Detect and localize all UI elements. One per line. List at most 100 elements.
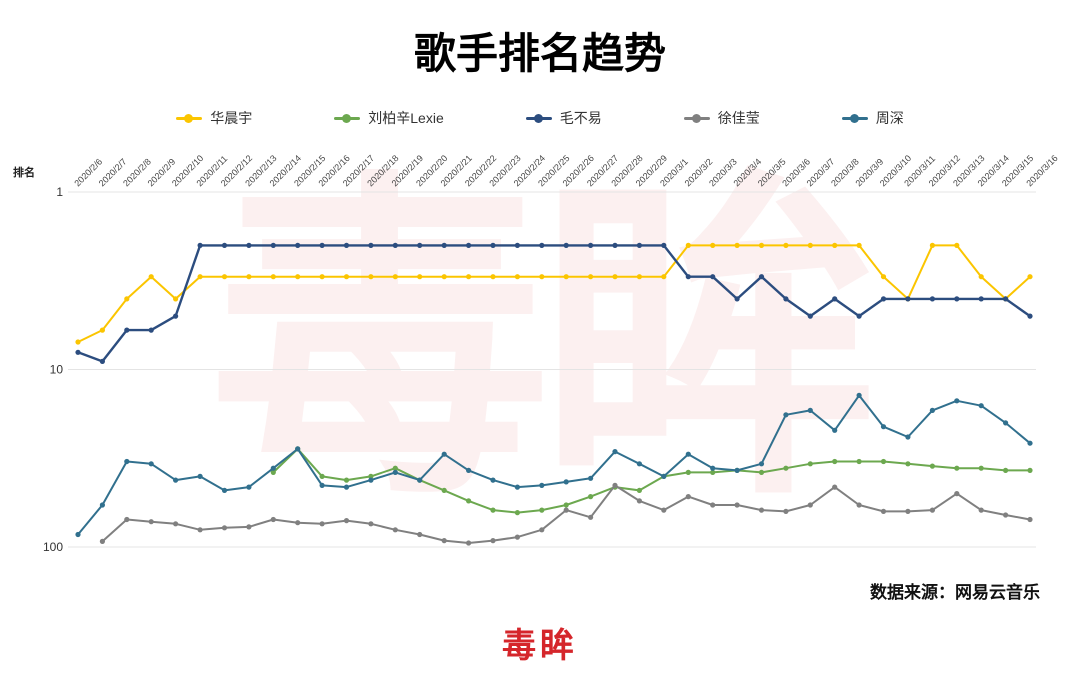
legend-item-1[interactable]: 华晨宇 [176, 108, 252, 128]
data-point [124, 327, 130, 333]
series-周深 [75, 392, 1033, 538]
data-point [758, 242, 765, 248]
legend-item-4[interactable]: 徐佳莹 [683, 108, 760, 128]
data-source-note: 数据来源：网易云音乐 [870, 583, 1040, 602]
legend-item-2[interactable]: 刘柏辛Lexie [334, 108, 444, 128]
y-tick-label: 100 [43, 540, 63, 554]
data-point [685, 494, 691, 500]
legend-item-3[interactable]: 毛不易 [525, 108, 602, 128]
data-point [929, 242, 936, 248]
data-point [832, 427, 838, 433]
data-point [75, 339, 81, 345]
data-point [173, 521, 179, 527]
data-point [734, 296, 740, 302]
data-point [880, 508, 887, 514]
data-point [807, 407, 813, 413]
data-point [75, 349, 81, 355]
data-point [221, 487, 228, 493]
data-point [441, 274, 447, 280]
data-point [685, 469, 691, 475]
data-point [392, 527, 398, 533]
data-point [710, 274, 716, 280]
data-point [612, 482, 618, 488]
data-point [539, 482, 545, 488]
data-point [832, 484, 838, 490]
data-point [929, 407, 936, 413]
data-point [392, 242, 398, 248]
data-point [270, 469, 276, 475]
series-华晨宇 [75, 242, 1033, 345]
data-point [441, 487, 447, 493]
data-point [173, 313, 179, 319]
data-point [75, 531, 81, 538]
page-title: 歌手排名趋势 [413, 30, 666, 77]
data-point [1027, 467, 1033, 473]
data-point [417, 274, 423, 280]
data-point [246, 242, 252, 248]
data-point [173, 296, 179, 302]
data-point [636, 461, 643, 467]
data-point [758, 461, 765, 467]
data-point [783, 465, 789, 471]
data-point [270, 274, 276, 280]
data-point [710, 469, 716, 475]
data-point [514, 534, 521, 540]
data-point [661, 473, 667, 479]
data-point [807, 461, 813, 467]
data-point [734, 242, 740, 248]
data-point [466, 498, 472, 504]
data-point [343, 274, 350, 280]
data-point [490, 507, 496, 513]
data-point [734, 467, 740, 473]
data-point [783, 412, 789, 418]
data-point [343, 518, 350, 524]
data-point [710, 465, 716, 471]
data-point [783, 508, 789, 514]
series-徐佳莹 [99, 482, 1033, 546]
data-point [173, 477, 179, 483]
data-point [807, 502, 813, 508]
data-point [807, 242, 813, 248]
data-point [99, 358, 105, 364]
legend-label: 刘柏辛Lexie [368, 110, 444, 126]
data-point [636, 487, 643, 493]
legend-line-dot-icon [334, 112, 361, 125]
data-point [880, 296, 887, 302]
data-point [441, 538, 447, 544]
data-point [246, 524, 252, 530]
data-point [905, 296, 911, 302]
data-point [588, 274, 594, 280]
data-point [319, 482, 325, 488]
data-point [539, 274, 545, 280]
data-point [636, 498, 643, 504]
legend-item-5[interactable]: 周深 [841, 108, 904, 128]
data-point [978, 274, 984, 280]
legend-label: 华晨宇 [210, 110, 253, 126]
data-point [368, 521, 374, 527]
data-point [246, 484, 252, 490]
data-point [954, 491, 960, 497]
data-point [856, 458, 862, 465]
data-point [514, 509, 521, 516]
data-point [856, 392, 862, 398]
data-point [319, 521, 325, 527]
legend-line-dot-icon [683, 112, 710, 125]
data-point [758, 469, 765, 475]
legend-line-dot-icon [176, 112, 203, 125]
data-point [1003, 467, 1009, 473]
data-point [197, 527, 203, 533]
data-point [905, 508, 911, 514]
data-point [343, 477, 350, 483]
chart-legend: 华晨宇 刘柏辛Lexie 毛不易 徐佳莹 周深 [0, 108, 1080, 128]
data-point [1003, 296, 1009, 302]
data-point [124, 296, 130, 302]
data-point [148, 519, 154, 525]
data-point [880, 274, 887, 280]
series-毛不易 [75, 242, 1033, 364]
data-point [417, 477, 423, 483]
data-point [905, 461, 911, 467]
data-point [148, 461, 154, 467]
data-point [661, 274, 667, 280]
data-point [856, 242, 862, 248]
